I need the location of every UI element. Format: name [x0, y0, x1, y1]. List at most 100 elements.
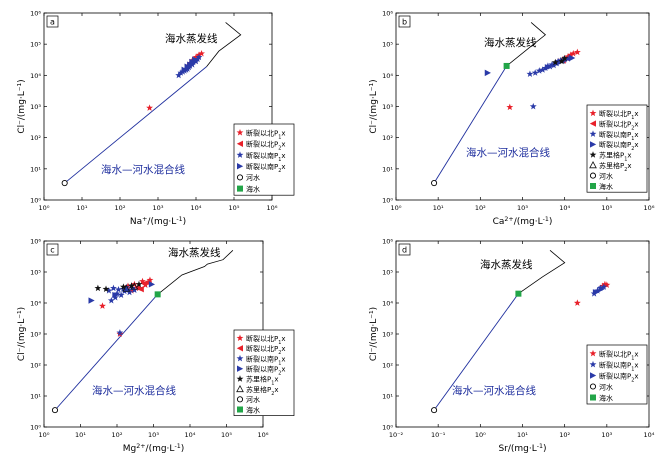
y-tick-label: 10²	[30, 134, 41, 142]
x-tick-label: 10⁶	[258, 431, 269, 439]
x-axis-label: Ca2+/(mg·L-1)	[493, 216, 553, 228]
x-tick-label: 10⁵	[229, 204, 240, 212]
data-point	[135, 280, 143, 288]
legend-marker	[236, 334, 244, 342]
legend-marker	[590, 141, 597, 148]
evaporation-line	[157, 250, 234, 295]
legend-label: 断裂以北P2x	[599, 119, 639, 131]
legend-marker	[236, 140, 243, 147]
data-point	[531, 69, 539, 76]
x-tick-label: 10²	[559, 431, 570, 439]
legend-label: 海水	[599, 393, 613, 402]
data-point	[116, 329, 124, 336]
data-point	[113, 290, 121, 297]
y-axis-label: Cl⁻/(mg·L⁻¹)	[17, 307, 27, 361]
legend-label: 断裂以北P1x	[599, 349, 639, 361]
mixing-line	[54, 294, 158, 411]
y-tick-label: 10¹	[382, 393, 393, 401]
y-tick-label: 10⁵	[30, 269, 41, 277]
data-point	[105, 287, 113, 294]
y-tick-label: 10⁴	[382, 72, 393, 80]
data-point	[122, 284, 131, 292]
panel-label: c	[46, 243, 59, 256]
svg-text:d: d	[402, 246, 407, 255]
data-point	[139, 277, 146, 285]
legend-label: 断裂以北P1x	[246, 334, 286, 346]
y-tick-label: 10⁰	[30, 197, 41, 205]
data-point	[111, 293, 119, 301]
data-point	[117, 291, 125, 298]
x-tick-label: 10¹	[77, 204, 88, 212]
legend-label: 河水	[599, 382, 613, 391]
series-sulige_p1x	[551, 54, 569, 66]
data-point	[115, 286, 122, 293]
data-point	[112, 291, 119, 299]
evaporation-line-label: 海水蒸发线	[484, 36, 537, 49]
evaporation-line	[506, 22, 547, 67]
legend-label: 断裂以南P2x	[246, 162, 286, 174]
y-tick-label: 10¹	[382, 165, 393, 173]
data-point	[526, 70, 534, 77]
x-axis-label: Na+/(mg·L-1)	[130, 216, 186, 228]
data-point	[573, 299, 581, 306]
x-tick-label: 10³	[601, 431, 612, 439]
data-point	[175, 71, 183, 79]
data-point	[600, 283, 608, 290]
data-point	[592, 289, 600, 296]
x-tick-label: 10⁴	[644, 431, 655, 439]
panel-label: b	[398, 15, 411, 28]
legend-marker	[589, 120, 596, 127]
x-tick-label: 10⁴	[559, 204, 570, 212]
legend-marker	[589, 360, 597, 368]
series-seawater	[515, 290, 522, 297]
legend-marker	[237, 163, 244, 170]
y-tick-label: 10⁰	[30, 424, 41, 432]
data-point	[126, 288, 133, 296]
legend-label: 海水	[599, 182, 613, 191]
legend-label: 苏里格P2x	[246, 385, 279, 397]
evaporation-line-label: 海水蒸发线	[165, 32, 218, 45]
y-tick-label: 10³	[382, 331, 393, 339]
legend-label: 河水	[246, 395, 260, 404]
legend-label: 断裂以北P1x	[246, 128, 286, 140]
y-tick-label: 10³	[30, 331, 41, 339]
data-point	[558, 57, 566, 65]
x-tick-label: 10¹	[433, 204, 444, 212]
x-tick-label: 10¹	[517, 431, 528, 439]
data-point	[594, 287, 601, 294]
data-point	[569, 54, 576, 62]
evaporation-line	[518, 249, 566, 295]
mixing-line-label: 海水—河水混合线	[466, 146, 550, 159]
x-tick-label: 10⁰	[391, 204, 402, 212]
x-tick-label: 10³	[148, 431, 159, 439]
x-tick-label: 10²	[115, 204, 126, 212]
data-point	[99, 302, 106, 309]
series-sulige_p1x	[94, 280, 143, 293]
legend-label: 河水	[599, 171, 613, 180]
y-tick-label: 10¹	[30, 393, 41, 401]
x-tick-label: 10⁻¹	[431, 431, 446, 439]
data-point	[431, 407, 438, 414]
data-point	[484, 69, 491, 77]
data-point	[137, 285, 144, 293]
mixing-line	[64, 66, 207, 184]
x-tick-label: 10⁴	[191, 204, 202, 212]
data-point	[569, 49, 577, 57]
evaporation-line-label: 海水蒸发线	[480, 258, 533, 271]
legend: 断裂以北P1x断裂以北P2x断裂以南P1x断裂以南P2x苏里格P1x苏里格P2x…	[233, 329, 295, 416]
data-point	[598, 285, 605, 293]
legend-marker	[237, 406, 243, 413]
evaporation-line	[206, 22, 242, 67]
y-tick-label: 10⁰	[382, 424, 393, 432]
series-south_p2x	[181, 56, 199, 74]
legend-label: 苏里格P1x	[246, 375, 279, 387]
chart-panel-a: 10⁰ 10¹ 10² 10³ 10⁴ 10⁵ 10⁶ 10⁰ 10¹ 10² 10³ 10⁴ 10⁵ 1…	[17, 10, 295, 228]
legend-marker	[236, 375, 244, 382]
x-tick-label: 10²	[475, 204, 486, 212]
data-point	[431, 179, 438, 187]
y-tick-label: 10⁴	[382, 300, 393, 308]
mixing-line	[433, 293, 519, 411]
data-point	[61, 179, 68, 187]
